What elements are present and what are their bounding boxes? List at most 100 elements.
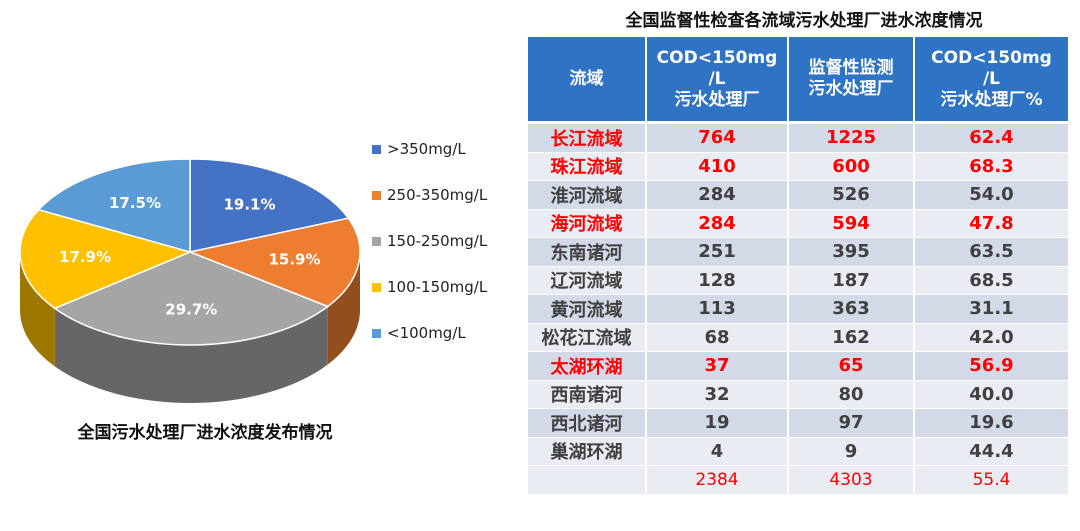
table-row: 珠江流域 410 600 68.3 xyxy=(528,152,1068,181)
column-header-line: 监督性监测 xyxy=(808,58,894,78)
column-header-line: COD<150mg xyxy=(931,47,1052,68)
table-cell: 42.0 xyxy=(914,323,1068,352)
table-cell: 600 xyxy=(788,152,915,181)
column-header: COD<150mg/L 污水处理厂 xyxy=(646,37,789,124)
table-total-cell: 55.4 xyxy=(914,465,1068,495)
table-header-row: 流域 COD<150mg/L 污水处理厂 监督性监测 污水处理厂 COD<150mg/L 污… xyxy=(528,37,1068,124)
pie-slice xyxy=(37,158,191,253)
table-cell: 37 xyxy=(646,351,789,381)
table-cell: 19.6 xyxy=(914,408,1068,438)
pie-data-label: 29.7% xyxy=(165,301,217,319)
table-row: 西北诸河 19 97 19.6 xyxy=(528,408,1068,438)
pie-chart-panel: 19.1% 15.9% 29.7% 17.9% 17.5% >350mg/L 250-35… xyxy=(0,0,520,531)
column-header-line: /L xyxy=(982,68,1001,89)
table-total-row: 2384 4303 55.4 xyxy=(528,465,1068,495)
table-row: 长江流域 764 1225 62.4 xyxy=(528,122,1068,153)
table-cell: 4 xyxy=(646,437,789,466)
table-cell: 62.4 xyxy=(914,122,1068,153)
table-cell: 63.5 xyxy=(914,237,1068,267)
table-cell: 56.9 xyxy=(914,351,1068,381)
table-cell: 526 xyxy=(788,180,915,210)
table-cell: 410 xyxy=(646,152,789,181)
table-row: 巢湖环湖 4 9 44.4 xyxy=(528,437,1068,466)
table-total-cell: 4303 xyxy=(788,465,915,495)
legend-swatch xyxy=(372,328,381,338)
table-row: 西南诸河 32 80 40.0 xyxy=(528,380,1068,409)
table-cell: 32 xyxy=(646,380,789,409)
pie-slice-side xyxy=(327,252,360,365)
table-row: 松花江流域 68 162 42.0 xyxy=(528,323,1068,352)
table-row: 淮河流域 284 526 54.0 xyxy=(528,180,1068,210)
pie-slice xyxy=(187,217,361,308)
table-cell: 长江流域 xyxy=(528,122,647,153)
legend-label: <100mg/L xyxy=(387,324,466,342)
column-header-line: COD<150mg xyxy=(656,47,778,68)
pie-data-label: 19.1% xyxy=(223,195,275,213)
table-cell: 284 xyxy=(646,180,789,210)
column-header-line: 污水处理厂 xyxy=(674,89,760,110)
legend-item: 150-250mg/L xyxy=(372,218,487,264)
table-cell: 西南诸河 xyxy=(528,380,647,409)
table-cell: 淮河流域 xyxy=(528,180,647,210)
legend-item: >350mg/L xyxy=(372,126,487,172)
column-header-line: 污水处理厂% xyxy=(940,89,1043,110)
table-row: 东南诸河 251 395 63.5 xyxy=(528,237,1068,267)
legend-swatch xyxy=(372,144,381,154)
pie-slice xyxy=(53,251,330,346)
pie-slice-side xyxy=(54,306,328,403)
pie-chart: 19.1% 15.9% 29.7% 17.9% 17.5% xyxy=(19,158,361,403)
column-header: 监督性监测 污水处理厂 xyxy=(788,37,915,124)
table-cell: 284 xyxy=(646,209,789,238)
table-cell: 黄河流域 xyxy=(528,294,647,324)
table-cell: 80 xyxy=(788,380,915,409)
pie-chart-title: 全国污水处理厂进水浓度发布情况 xyxy=(77,423,333,443)
table-cell: 巢湖环湖 xyxy=(528,437,647,466)
table-cell: 251 xyxy=(646,237,789,267)
legend-item: 100-150mg/L xyxy=(372,264,487,310)
table-row: 海河流域 284 594 47.8 xyxy=(528,209,1068,238)
legend-item: 250-350mg/L xyxy=(372,172,487,218)
table-row: 太湖环湖 37 65 56.9 xyxy=(528,351,1068,381)
table-cell: 113 xyxy=(646,294,789,324)
column-header-line: 污水处理厂 xyxy=(808,79,894,99)
table-cell: 68.3 xyxy=(914,152,1068,181)
legend-label: 250-350mg/L xyxy=(387,186,488,204)
legend-swatch xyxy=(372,236,381,246)
table-row: 黄河流域 113 363 31.1 xyxy=(528,294,1068,324)
table-cell: 97 xyxy=(788,408,915,438)
column-header: 流域 xyxy=(528,37,647,124)
table-row: 辽河流域 128 187 68.5 xyxy=(528,266,1068,295)
table-total-cell: 2384 xyxy=(646,465,789,495)
basin-concentration-table: 流域 COD<150mg/L 污水处理厂 监督性监测 污水处理厂 COD<150mg/L 污… xyxy=(528,37,1068,495)
table-cell: 68 xyxy=(646,323,789,352)
table-cell: 187 xyxy=(788,266,915,295)
pie-slice xyxy=(19,208,193,310)
pie-slice-side xyxy=(20,252,55,367)
table-cell: 东南诸河 xyxy=(528,237,647,267)
table-cell: 395 xyxy=(788,237,915,267)
table-cell: 辽河流域 xyxy=(528,266,647,295)
legend-item: <100mg/L xyxy=(372,310,487,356)
legend-swatch xyxy=(372,190,381,200)
table-cell: 19 xyxy=(646,408,789,438)
column-header: COD<150mg/L 污水处理厂% xyxy=(914,37,1068,124)
table-cell: 44.4 xyxy=(914,437,1068,466)
column-header-line: /L xyxy=(708,68,726,89)
table-cell: 128 xyxy=(646,266,789,295)
table-cell: 9 xyxy=(788,437,915,466)
table-cell: 珠江流域 xyxy=(528,152,647,181)
table-cell: 68.5 xyxy=(914,266,1068,295)
table-cell: 31.1 xyxy=(914,294,1068,324)
table-cell: 40.0 xyxy=(914,380,1068,409)
legend-swatch xyxy=(372,282,381,292)
table-cell: 54.0 xyxy=(914,180,1068,210)
pie-data-label: 17.9% xyxy=(59,248,111,266)
legend-label: 100-150mg/L xyxy=(387,278,488,296)
legend-label: 150-250mg/L xyxy=(387,232,488,250)
table-cell: 太湖环湖 xyxy=(528,351,647,381)
table-cell: 363 xyxy=(788,294,915,324)
table-cell: 海河流域 xyxy=(528,209,647,238)
table-cell: 松花江流域 xyxy=(528,323,647,352)
table-total-cell xyxy=(528,465,647,495)
table-cell: 764 xyxy=(646,122,789,153)
